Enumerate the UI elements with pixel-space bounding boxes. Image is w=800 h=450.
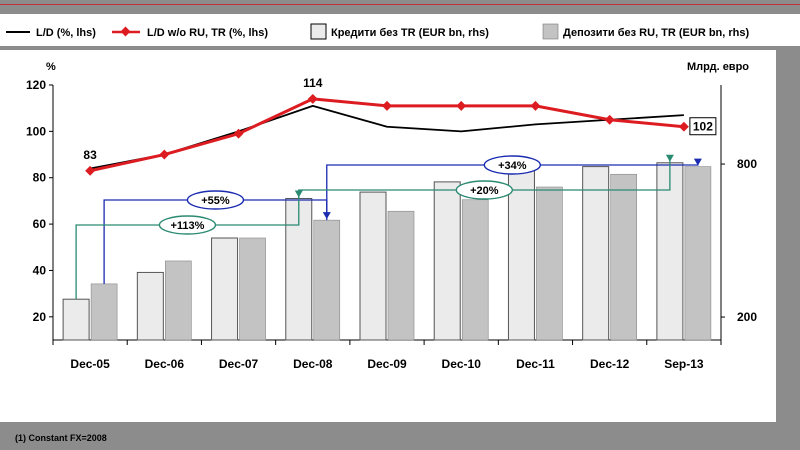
- x-tick-label: Dec-07: [219, 357, 259, 371]
- left-tick-label: 40: [33, 263, 47, 277]
- deposits-bar: [90, 283, 118, 341]
- x-tick-label: Dec-10: [442, 357, 482, 371]
- x-tick-label: Dec-12: [590, 357, 630, 371]
- growth-badge: [186, 190, 245, 210]
- x-tick-label: Dec-11: [516, 357, 555, 371]
- growth-label: +20%: [470, 185, 499, 197]
- deposits-bar: [610, 173, 637, 341]
- left-tick-label: 80: [33, 171, 47, 185]
- credits-bar: [359, 191, 387, 341]
- deposits-bar: [165, 260, 192, 341]
- growth-badge: [483, 155, 542, 175]
- left-tick-label: 20: [33, 310, 47, 324]
- ld-line: [89, 104, 684, 170]
- ld-wo-marker: [604, 114, 615, 125]
- left-axis-unit: %: [46, 61, 56, 73]
- legend-label-ld: L/D (%, lhs): [36, 27, 96, 39]
- left-tick-label: 60: [33, 217, 47, 231]
- growth-label: +34%: [498, 160, 527, 172]
- credits-bar: [62, 298, 90, 341]
- deposits-bar: [313, 219, 341, 341]
- top-rule: [0, 4, 800, 5]
- legend-label-deposits: Депозити без RU, TR (EUR bn, rhs): [563, 27, 750, 39]
- ld-wo-marker: [307, 93, 318, 104]
- growth-annotation: +34%: [326, 155, 702, 221]
- growth-bracket-arrowhead: [693, 158, 702, 166]
- data-label: 102: [693, 120, 713, 134]
- ld-wo-marker: [85, 165, 96, 176]
- data-label: 83: [83, 148, 97, 162]
- x-tick-label: Sep-13: [664, 357, 704, 371]
- deposits-bar: [239, 237, 266, 341]
- right-axis-unit: Млрд. евро: [687, 61, 749, 73]
- right-tick-label: 200: [737, 310, 757, 324]
- ld-wo-marker: [159, 149, 170, 160]
- ld-wo-marker: [456, 100, 467, 111]
- deposits-bar: [684, 166, 712, 341]
- left-tick-label: 120: [26, 78, 46, 92]
- growth-bracket-arrowhead: [665, 154, 674, 162]
- credits-bar: [211, 237, 239, 341]
- data-label: 114: [303, 76, 323, 90]
- growth-badge: [158, 215, 217, 235]
- credits-bar: [656, 162, 684, 341]
- ld-wo-marker: [382, 100, 392, 111]
- growth-label: +55%: [201, 195, 230, 207]
- growth-badge: [455, 180, 514, 200]
- deposits-bar: [387, 210, 415, 341]
- credits-bar: [507, 166, 535, 341]
- left-tick-label: 100: [26, 124, 46, 138]
- x-tick-label: Dec-05: [70, 357, 110, 371]
- deposits-bar: [461, 199, 489, 341]
- legend-label-ld-wo: L/D w/o RU, TR (%, lhs): [147, 27, 268, 39]
- growth-annotation: +20%: [298, 154, 674, 200]
- growth-label: +113%: [170, 220, 204, 232]
- x-tick-label: Dec-08: [293, 357, 333, 371]
- credits-bar: [433, 181, 461, 341]
- legend: L/D (%, lhs) L/D w/o RU, TR (%, lhs) Креди…: [0, 14, 800, 46]
- footnote: (1) Constant FX=2008: [15, 433, 107, 443]
- legend-swatch-credits: [310, 23, 327, 40]
- x-tick-label: Dec-09: [367, 357, 407, 371]
- right-tick-label: 800: [737, 157, 757, 171]
- legend-marker-ld-wo: [120, 26, 131, 37]
- legend-swatch-deposits: [542, 23, 559, 40]
- credits-bar: [582, 166, 610, 341]
- ld-wo-marker: [530, 100, 541, 111]
- legend-label-credits: Кредити без TR (EUR bn, rhs): [331, 27, 489, 39]
- growth-annotation: +113%: [75, 190, 303, 300]
- credits-bar: [136, 271, 164, 341]
- data-label-box: [689, 117, 717, 136]
- x-tick-label: Dec-06: [145, 357, 185, 371]
- deposits-bar: [536, 186, 563, 341]
- chart-panel: 20 40 60 80 100 120% 200 800 Млрд. евро Dec-05 Dec…: [0, 50, 776, 422]
- ld-wo-marker: [233, 128, 244, 139]
- ld-wo-marker: [678, 121, 689, 132]
